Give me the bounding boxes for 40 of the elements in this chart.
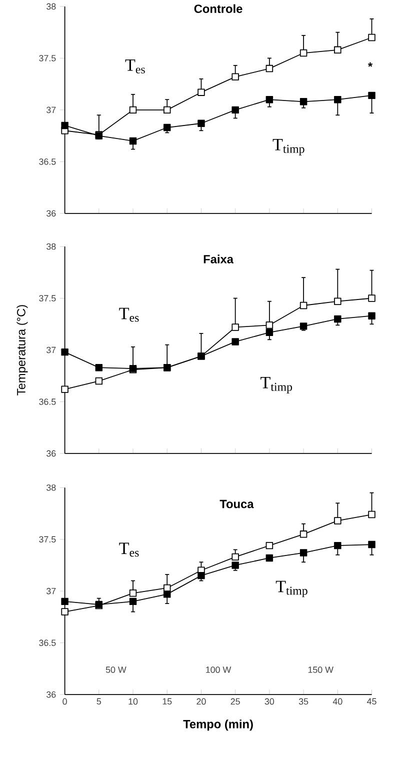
y-tick-label: 37.5 (39, 55, 56, 62)
y-tick-label: 38 (46, 484, 56, 491)
annotation: 150 W (308, 666, 334, 673)
y-tick-label: 36 (46, 450, 56, 457)
series-label: T$_{timp}$ (276, 580, 308, 598)
x-tick-label: 45 (367, 698, 376, 705)
x-tick-label: 25 (230, 698, 240, 705)
y-tick-label: 38 (46, 243, 56, 250)
annotation: 50 W (106, 666, 126, 673)
y-tick-label: 36.5 (39, 398, 56, 405)
annotation: * (368, 62, 373, 67)
y-tick-label: 37 (46, 106, 56, 114)
x-axis-title: Tempo (min) (183, 720, 253, 731)
y-tick-label: 36 (46, 210, 56, 217)
text: T$_{es}$ (119, 308, 139, 322)
chart-title: Controle (194, 4, 242, 13)
x-tick-label: 35 (298, 698, 308, 705)
series-label: T$_{es}$ (119, 542, 139, 557)
x-tick-label: 15 (162, 698, 172, 705)
y-tick-label: 36 (46, 691, 56, 698)
y-tick-label: 36.5 (39, 640, 56, 646)
series-label: T$_{es}$ (125, 60, 145, 74)
y-tick-label: 37.5 (39, 295, 56, 302)
text: T$_{timp}$ (260, 377, 292, 394)
y-tick-label: 37 (46, 346, 56, 354)
y-tick-label: 37.5 (39, 536, 56, 543)
series-label: T$_{timp}$ (272, 139, 304, 156)
y-axis-title: Temperatura (°C) (16, 305, 28, 396)
annotation: 100 W (206, 666, 232, 673)
y-tick-label: 38 (46, 3, 56, 10)
x-tick-label: 40 (332, 698, 342, 705)
y-tick-label: 37 (46, 588, 56, 594)
x-tick-label: 5 (96, 698, 102, 705)
x-tick-label: 0 (62, 698, 67, 705)
x-tick-label: 30 (264, 698, 274, 705)
x-tick-label: 20 (196, 698, 206, 705)
text: Faixa (204, 254, 234, 264)
x-tick-label: 10 (128, 698, 138, 705)
y-tick-label: 36.5 (39, 158, 56, 165)
text: Touca (220, 500, 254, 508)
